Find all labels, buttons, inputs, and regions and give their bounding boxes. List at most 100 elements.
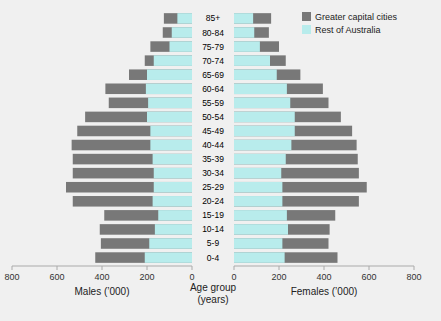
bar bbox=[147, 112, 192, 123]
bar bbox=[148, 98, 192, 109]
category-label: 70-74 bbox=[202, 56, 224, 66]
category-label: 5-9 bbox=[207, 238, 220, 248]
x-axis-label: Males (’000) bbox=[74, 286, 129, 297]
bar bbox=[234, 182, 282, 193]
bar bbox=[147, 69, 192, 80]
legend-swatch bbox=[302, 12, 311, 21]
bar bbox=[234, 252, 338, 263]
category-label: 25-29 bbox=[202, 182, 224, 192]
bar bbox=[234, 55, 270, 66]
tick bbox=[234, 266, 235, 270]
bar bbox=[150, 140, 192, 151]
bar bbox=[100, 224, 192, 235]
bar bbox=[95, 252, 192, 263]
bar bbox=[145, 252, 192, 263]
bar bbox=[170, 41, 193, 52]
category-axis-label: Age group(years) bbox=[190, 282, 237, 305]
tick bbox=[369, 266, 370, 270]
bar bbox=[234, 168, 359, 179]
bar bbox=[105, 83, 192, 94]
category-label: 0-4 bbox=[207, 253, 220, 263]
bar bbox=[234, 168, 281, 179]
tick-label: 600 bbox=[361, 272, 376, 282]
category-label: 35-39 bbox=[202, 154, 224, 164]
bar bbox=[234, 69, 277, 80]
bar bbox=[234, 13, 271, 24]
tick-label: 0 bbox=[189, 272, 194, 282]
bar bbox=[234, 238, 329, 249]
bar bbox=[164, 13, 192, 24]
tick bbox=[324, 266, 325, 270]
bar bbox=[85, 112, 192, 123]
bar bbox=[234, 238, 282, 249]
category-label: 85+ bbox=[206, 13, 220, 23]
bar bbox=[234, 140, 357, 151]
bar bbox=[150, 126, 192, 137]
x-axis-label: Females (’000) bbox=[291, 286, 358, 297]
tick-label: 400 bbox=[316, 272, 331, 282]
legend-label: Greater capital cities bbox=[315, 12, 398, 22]
bar bbox=[153, 196, 192, 207]
tick bbox=[414, 266, 415, 270]
bar bbox=[234, 69, 300, 80]
bar bbox=[234, 41, 260, 52]
bar bbox=[234, 112, 295, 123]
category-label: 75-79 bbox=[202, 42, 224, 52]
bar bbox=[129, 69, 192, 80]
bar bbox=[73, 196, 192, 207]
tick bbox=[147, 266, 148, 270]
category-label: 55-59 bbox=[202, 98, 224, 108]
category-label: 20-24 bbox=[202, 196, 224, 206]
category-label: 80-84 bbox=[202, 28, 224, 38]
tick bbox=[12, 266, 13, 270]
bar bbox=[154, 182, 192, 193]
legend-swatch bbox=[302, 25, 311, 34]
bar bbox=[73, 154, 192, 165]
bar bbox=[73, 168, 192, 179]
bar bbox=[101, 238, 192, 249]
bar bbox=[234, 126, 295, 137]
bar bbox=[234, 13, 253, 24]
bar bbox=[234, 27, 254, 38]
category-label: 15-19 bbox=[202, 210, 224, 220]
category-label: 10-14 bbox=[202, 224, 224, 234]
legend-label: Rest of Australia bbox=[315, 25, 381, 35]
bar bbox=[172, 27, 192, 38]
category-label: 65-69 bbox=[202, 70, 224, 80]
bar bbox=[234, 55, 286, 66]
bar bbox=[154, 168, 192, 179]
bar bbox=[234, 210, 287, 221]
bar bbox=[234, 196, 359, 207]
tick-label: 800 bbox=[406, 272, 421, 282]
bar bbox=[66, 182, 192, 193]
bar bbox=[234, 83, 323, 94]
tick-label: 600 bbox=[49, 272, 64, 282]
tick-label: 200 bbox=[139, 272, 154, 282]
tick bbox=[57, 266, 58, 270]
chart: 800 600 400 200 0 Males (’000) 0-4 5-9 10-14 15-1… bbox=[0, 0, 441, 321]
category-label: 30-34 bbox=[202, 168, 224, 178]
bar bbox=[109, 98, 192, 109]
bar bbox=[155, 224, 192, 235]
background bbox=[0, 0, 441, 321]
bar bbox=[234, 112, 341, 123]
bar bbox=[154, 55, 192, 66]
tick-label: 200 bbox=[271, 272, 286, 282]
bar bbox=[234, 83, 287, 94]
bar bbox=[234, 196, 282, 207]
bar bbox=[234, 224, 288, 235]
label-line: (years) bbox=[197, 294, 228, 305]
tick-label: 800 bbox=[4, 272, 19, 282]
tick-label: 400 bbox=[94, 272, 109, 282]
bar bbox=[234, 98, 329, 109]
bar bbox=[163, 27, 192, 38]
tick bbox=[279, 266, 280, 270]
bar bbox=[177, 13, 192, 24]
tick bbox=[102, 266, 103, 270]
bar bbox=[234, 41, 279, 52]
tick bbox=[192, 266, 193, 270]
bar bbox=[149, 238, 192, 249]
bar bbox=[234, 182, 367, 193]
bar bbox=[234, 140, 291, 151]
category-label: 45-49 bbox=[202, 126, 224, 136]
